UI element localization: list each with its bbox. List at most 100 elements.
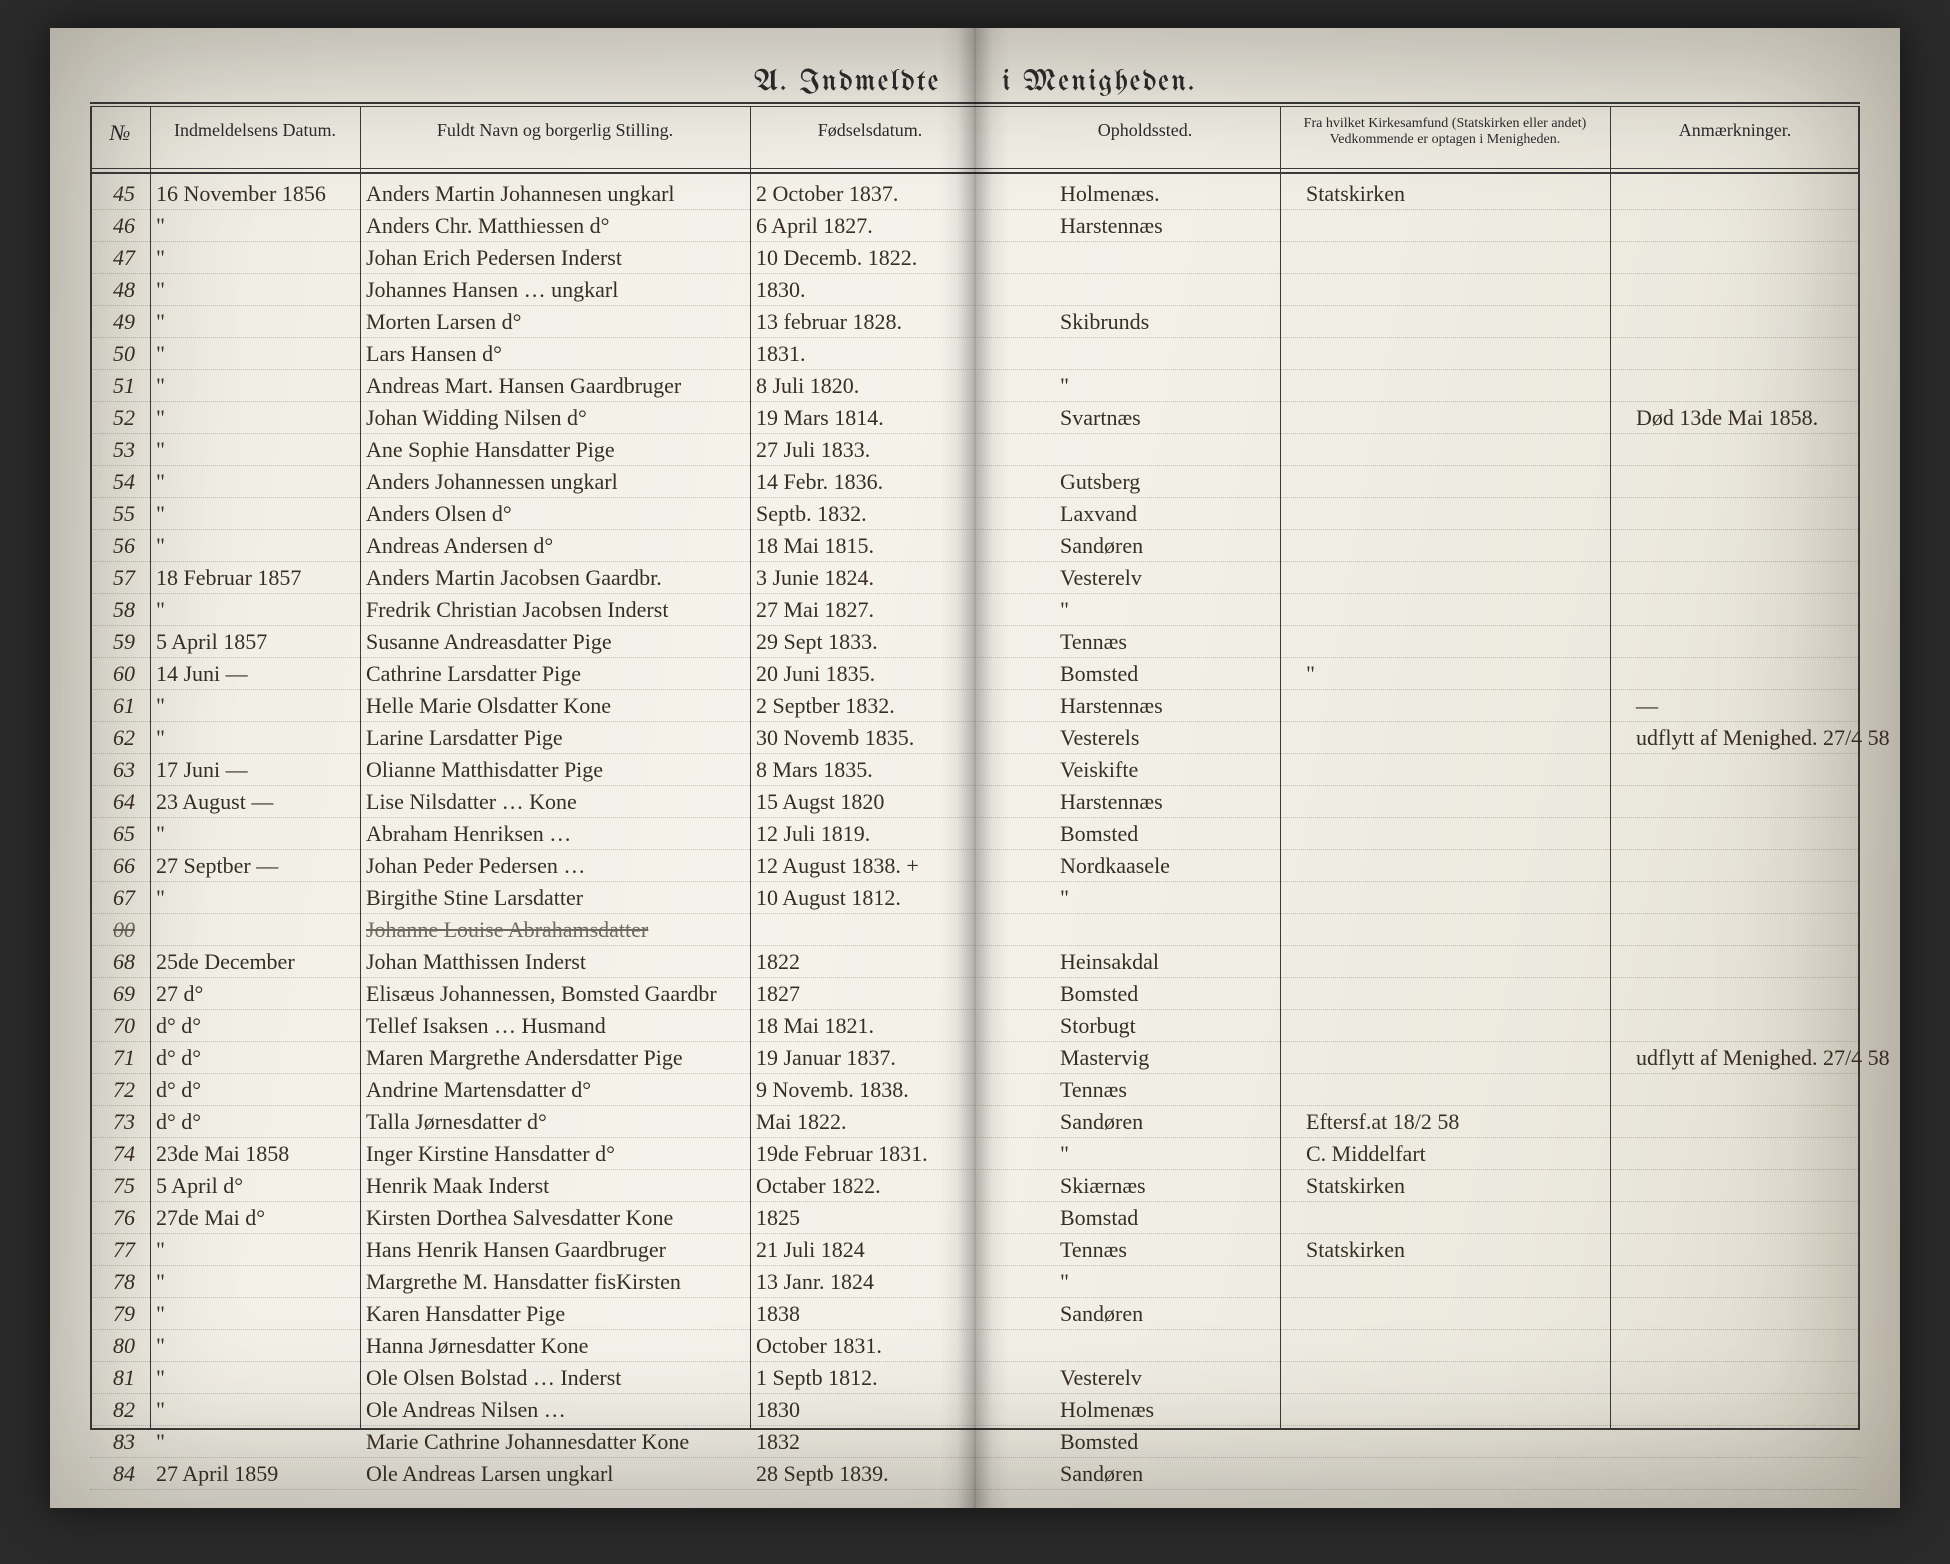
cell-date: 16 November 1856 bbox=[150, 178, 362, 209]
cell-no: 65 bbox=[90, 818, 152, 849]
cell-date: " bbox=[150, 370, 362, 401]
cell-birth: 20 Juni 1835. bbox=[750, 658, 992, 689]
cell-date: 18 Februar 1857 bbox=[150, 562, 362, 593]
cell-remarks bbox=[1630, 754, 1896, 785]
cell-remarks bbox=[1630, 242, 1896, 273]
cell-from bbox=[1300, 754, 1632, 785]
cell-from bbox=[1300, 1266, 1632, 1297]
cell-no: 67 bbox=[90, 882, 152, 913]
cell-no: 69 bbox=[90, 978, 152, 1009]
cell-name: Birgithe Stine Larsdatter bbox=[360, 882, 752, 913]
cell-residence bbox=[1010, 338, 1346, 369]
cell-from bbox=[1300, 1394, 1632, 1425]
cell-remarks: udflytt af Menighed. 27/4 58 bbox=[1630, 722, 1896, 753]
cell-residence: Harstennæs bbox=[1010, 786, 1346, 817]
cell-date: 23de Mai 1858 bbox=[150, 1138, 362, 1169]
cell-remarks bbox=[1630, 818, 1896, 849]
cell-name: Maren Margrethe Andersdatter Pige bbox=[360, 1042, 752, 1073]
cell-name: Helle Marie Olsdatter Kone bbox=[360, 690, 752, 721]
cell-residence: Sandøren bbox=[1010, 1458, 1346, 1489]
cell-date: " bbox=[150, 1266, 362, 1297]
cell-remarks: — bbox=[1630, 690, 1896, 721]
cell-birth: 3 Junie 1824. bbox=[750, 562, 992, 593]
cell-residence: " bbox=[1010, 370, 1346, 401]
ledger-row: 6927 d°Elisæus Johannessen, Bomsted Gaar… bbox=[90, 978, 1860, 1010]
ledger-page: A. Indmeldte i Menigheden. № Indmeldelse… bbox=[50, 28, 1900, 1508]
cell-remarks bbox=[1630, 1298, 1896, 1329]
cell-from bbox=[1300, 850, 1632, 881]
cell-date: 14 Juni — bbox=[150, 658, 362, 689]
ledger-row: 78"Margrethe M. Hansdatter fisKirsten13 … bbox=[90, 1266, 1860, 1298]
cell-date: " bbox=[150, 882, 362, 913]
ledger-row: 595 April 1857Susanne Andreasdatter Pige… bbox=[90, 626, 1860, 658]
cell-birth: 18 Mai 1821. bbox=[750, 1010, 992, 1041]
cell-birth: 12 August 1838. + bbox=[750, 850, 992, 881]
rule bbox=[90, 102, 1860, 104]
cell-no: 59 bbox=[90, 626, 152, 657]
cell-from bbox=[1300, 946, 1632, 977]
page-title: A. Indmeldte i Menigheden. bbox=[50, 66, 1900, 98]
cell-name: Morten Larsen d° bbox=[360, 306, 752, 337]
cell-birth: 12 Juli 1819. bbox=[750, 818, 992, 849]
cell-residence: Bomstad bbox=[1010, 1202, 1346, 1233]
cell-name: Ane Sophie Hansdatter Pige bbox=[360, 434, 752, 465]
ledger-row: 79"Karen Hansdatter Pige1838Sandøren bbox=[90, 1298, 1860, 1330]
cell-date: d° d° bbox=[150, 1074, 362, 1105]
cell-no: 57 bbox=[90, 562, 152, 593]
cell-from bbox=[1300, 1458, 1632, 1489]
cell-from bbox=[1300, 530, 1632, 561]
cell-remarks bbox=[1630, 1426, 1896, 1457]
cell-from bbox=[1300, 786, 1632, 817]
cell-residence: Tennæs bbox=[1010, 1234, 1346, 1265]
ledger-row: 56"Andreas Andersen d°18 Mai 1815.Sandør… bbox=[90, 530, 1860, 562]
cell-residence: Bomsted bbox=[1010, 818, 1346, 849]
cell-birth: 19de Februar 1831. bbox=[750, 1138, 992, 1169]
cell-remarks bbox=[1630, 626, 1896, 657]
cell-remarks bbox=[1630, 178, 1896, 209]
cell-from bbox=[1300, 210, 1632, 241]
ledger-row: 7627de Mai d°Kirsten Dorthea Salvesdatte… bbox=[90, 1202, 1860, 1234]
cell-residence: Bomsted bbox=[1010, 978, 1346, 1009]
cell-birth: 27 Juli 1833. bbox=[750, 434, 992, 465]
cell-date: d° d° bbox=[150, 1010, 362, 1041]
cell-residence: Harstennæs bbox=[1010, 210, 1346, 241]
cell-name: Hans Henrik Hansen Gaardbruger bbox=[360, 1234, 752, 1265]
cell-name: Andreas Andersen d° bbox=[360, 530, 752, 561]
cell-remarks bbox=[1630, 306, 1896, 337]
cell-no: 72 bbox=[90, 1074, 152, 1105]
ledger-row: 52"Johan Widding Nilsen d°19 Mars 1814.S… bbox=[90, 402, 1860, 434]
rule bbox=[90, 168, 1860, 169]
cell-from bbox=[1300, 1010, 1632, 1041]
cell-name: Ole Andreas Nilsen … bbox=[360, 1394, 752, 1425]
cell-remarks bbox=[1630, 1106, 1896, 1137]
ledger-row: 51"Andreas Mart. Hansen Gaardbruger8 Jul… bbox=[90, 370, 1860, 402]
cell-birth bbox=[750, 914, 992, 945]
cell-birth: 10 Decemb. 1822. bbox=[750, 242, 992, 273]
cell-remarks bbox=[1630, 1266, 1896, 1297]
cell-residence: Storbugt bbox=[1010, 1010, 1346, 1041]
cell-from bbox=[1300, 306, 1632, 337]
ledger-row: 49"Morten Larsen d°13 februar 1828.Skibr… bbox=[90, 306, 1860, 338]
ledger-row: 6317 Juni —Olianne Matthisdatter Pige8 M… bbox=[90, 754, 1860, 786]
cell-no: 58 bbox=[90, 594, 152, 625]
ledger-row: 5718 Februar 1857Anders Martin Jacobsen … bbox=[90, 562, 1860, 594]
cell-name: Hanna Jørnesdatter Kone bbox=[360, 1330, 752, 1361]
cell-birth: Octaber 1822. bbox=[750, 1170, 992, 1201]
cell-from bbox=[1300, 978, 1632, 1009]
cell-birth: 18 Mai 1815. bbox=[750, 530, 992, 561]
cell-remarks bbox=[1630, 498, 1896, 529]
cell-date: 5 April 1857 bbox=[150, 626, 362, 657]
cell-from: " bbox=[1300, 658, 1632, 689]
cell-from bbox=[1300, 722, 1632, 753]
cell-date: 23 August — bbox=[150, 786, 362, 817]
ledger-row: 81"Ole Olsen Bolstad … Inderst1 Septb 18… bbox=[90, 1362, 1860, 1394]
cell-name: Johannes Hansen … ungkarl bbox=[360, 274, 752, 305]
cell-no: 54 bbox=[90, 466, 152, 497]
cell-remarks bbox=[1630, 1458, 1896, 1489]
cell-remarks bbox=[1630, 562, 1896, 593]
cell-name: Fredrik Christian Jacobsen Inderst bbox=[360, 594, 752, 625]
cell-from bbox=[1300, 1298, 1632, 1329]
cell-no: 50 bbox=[90, 338, 152, 369]
cell-residence: Vesterels bbox=[1010, 722, 1346, 753]
cell-remarks bbox=[1630, 786, 1896, 817]
